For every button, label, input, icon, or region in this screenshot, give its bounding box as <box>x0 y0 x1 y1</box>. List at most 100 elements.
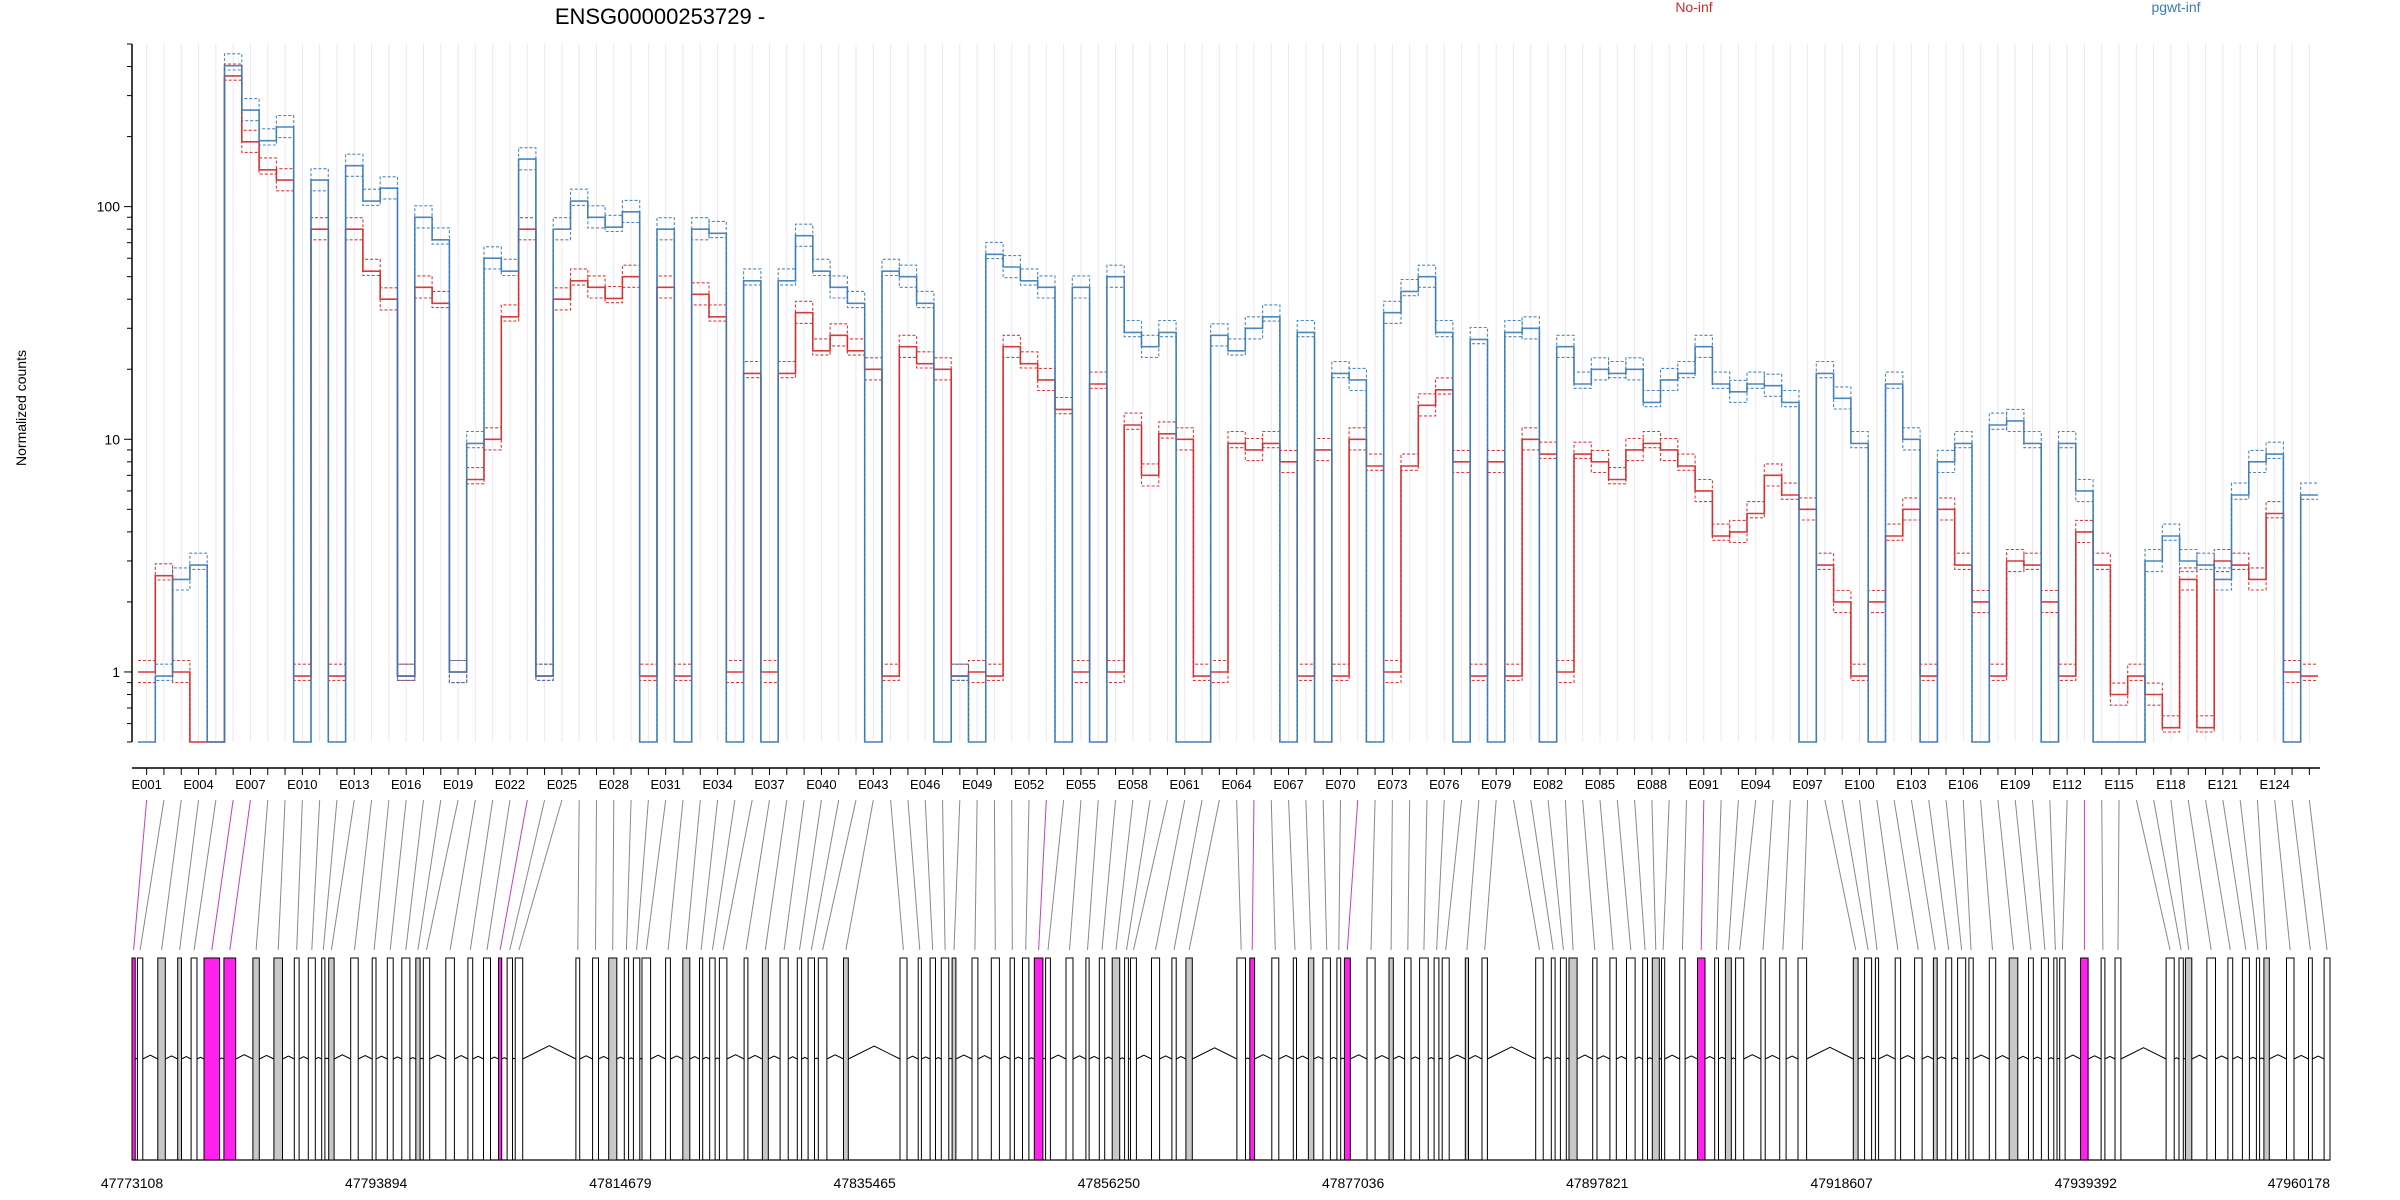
exon-connector <box>2101 799 2104 951</box>
intron-chevron <box>948 1057 953 1060</box>
x-tick-label: E112 <box>2052 777 2081 792</box>
exon-box <box>2263 957 2270 1161</box>
series-line-no-inf <box>138 63 2318 743</box>
x-tick-label: E124 <box>2260 777 2290 792</box>
exon-box <box>623 957 630 1161</box>
exon-connector <box>783 799 805 951</box>
exon-box <box>157 957 166 1161</box>
exon-connector <box>1270 799 1276 951</box>
intron-chevron <box>2120 1047 2167 1060</box>
exon-connector <box>1547 799 1564 951</box>
exon-connector <box>953 799 961 951</box>
genomic-tick-label: 47814679 <box>589 1175 652 1191</box>
intron-chevron <box>472 1055 484 1060</box>
exon-box <box>575 957 581 1161</box>
exon-box <box>807 957 815 1161</box>
exon-connector <box>1466 799 1480 951</box>
exon-connector <box>1716 799 1722 951</box>
exon-connector <box>822 799 857 951</box>
intron-chevron <box>1634 1056 1643 1060</box>
exon-box <box>2040 957 2049 1161</box>
intron-chevron <box>1576 1054 1593 1060</box>
exon-box <box>2241 957 2250 1161</box>
intron-chevron <box>333 1054 351 1060</box>
exon-box <box>1550 957 1556 1161</box>
intron-chevron <box>714 1057 720 1060</box>
intron-chevron <box>650 1054 666 1060</box>
intron-chevron <box>702 1056 710 1060</box>
exon-box <box>1651 957 1660 1161</box>
exon-box <box>2227 957 2234 1161</box>
genomic-tick-label: 47773108 <box>101 1175 164 1191</box>
x-tick-label: E085 <box>1585 777 1615 792</box>
exon-box <box>1336 957 1342 1161</box>
genomic-axis: 47773108 47793894 47814679 47835465 47856250… <box>101 1175 2330 1191</box>
exon-connector <box>1945 799 1963 951</box>
exon-connector <box>645 799 667 951</box>
intron-chevron <box>1684 1055 1698 1060</box>
intron-chevron <box>2048 1057 2055 1060</box>
intron-chevron <box>1743 1054 1762 1060</box>
exon-box <box>1292 957 1298 1161</box>
exon-connector <box>764 799 788 951</box>
exon-connector <box>311 799 321 951</box>
x-tick-label: E079 <box>1481 777 1511 792</box>
exon-connector <box>1859 799 1878 951</box>
intron-chevron <box>1438 1057 1443 1060</box>
intron-chevron <box>1857 1056 1865 1060</box>
exon-connector <box>1530 799 1554 951</box>
intron-chevron <box>628 1057 634 1060</box>
intron-chevron <box>324 1057 329 1060</box>
intron-chevron <box>1965 1057 1970 1060</box>
exon-connector <box>322 799 338 951</box>
exon-box <box>136 957 144 1161</box>
exon-box <box>467 957 474 1161</box>
exon-box <box>1679 957 1686 1161</box>
intron-chevron <box>501 1057 508 1060</box>
y-axis-label: Normalized counts <box>13 350 29 466</box>
exon-connector <box>1962 799 1972 951</box>
exon-connector <box>1101 799 1117 951</box>
genomic-tick-label: 47877036 <box>1322 1175 1385 1191</box>
exon-connector <box>161 799 182 951</box>
exon-box <box>1797 957 1808 1161</box>
chart-title: ENSG00000253729 - <box>555 4 765 29</box>
exon-box <box>514 957 524 1161</box>
exon-box <box>1626 957 1636 1161</box>
intron-chevron <box>1028 1057 1035 1060</box>
y-tick-label: 1 <box>112 664 120 680</box>
exon-connector <box>2222 799 2247 951</box>
x-tick-label: E052 <box>1014 777 1044 792</box>
y-axis: 1 10 100 <box>97 43 133 743</box>
exon-box <box>350 957 359 1161</box>
exon-box <box>1864 957 1873 1161</box>
y-tick-label: 10 <box>104 431 120 447</box>
exon-connector <box>486 799 511 951</box>
exon-box <box>223 957 237 1161</box>
x-tick-label: E028 <box>599 777 629 792</box>
exon-box <box>371 957 377 1161</box>
exon-connector <box>2014 799 2032 951</box>
intron-chevron <box>955 1054 973 1060</box>
exon-connector <box>1370 799 1376 951</box>
exon-connector <box>1582 799 1596 951</box>
exon-connector <box>1038 799 1047 951</box>
x-tick-label: E070 <box>1325 777 1355 792</box>
exon-connector <box>1236 799 1242 951</box>
exon-connector <box>1762 799 1774 951</box>
x-tick-label: E046 <box>910 777 940 792</box>
exon-connector <box>711 799 736 951</box>
exon-box <box>2100 957 2106 1161</box>
exon-connector <box>1436 799 1445 951</box>
exon-box <box>1968 957 1974 1161</box>
intron-chevron <box>1278 1054 1294 1060</box>
genomic-tick-label: 47793894 <box>345 1175 408 1191</box>
intron-chevron <box>1427 1056 1435 1060</box>
intron-chevron <box>1072 1055 1087 1060</box>
exon-connector <box>745 799 771 951</box>
exon-connector <box>354 799 373 951</box>
exon-box <box>307 957 316 1161</box>
intron-chevron <box>2215 1055 2229 1060</box>
x-tick-label: E064 <box>1221 777 1251 792</box>
intron-chevron <box>1936 1056 1947 1060</box>
